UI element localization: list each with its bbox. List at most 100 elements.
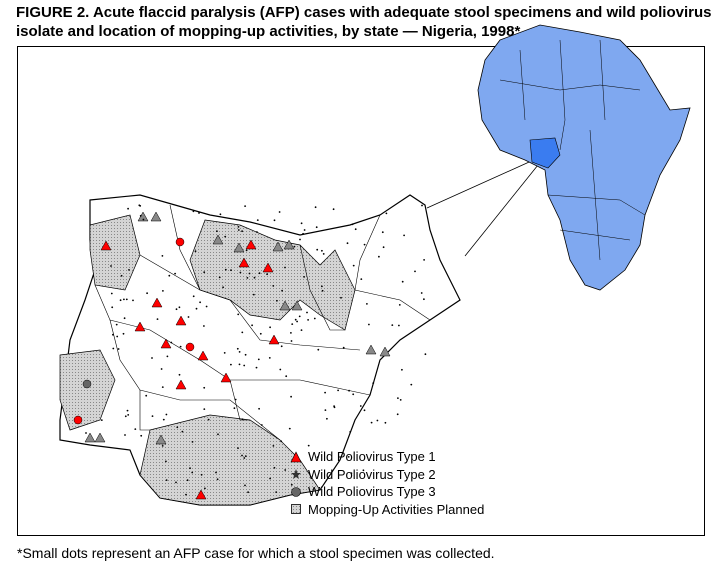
afp-case-dot [166,355,169,358]
afp-case-dot [115,323,118,326]
afp-case-dot [203,386,206,389]
afp-case-dot [273,466,276,469]
type2-marker [233,242,245,253]
afp-case-dot [376,419,379,422]
afp-case-dot [237,447,239,449]
afp-case-dot [398,304,401,306]
afp-case-dot [241,331,244,334]
afp-case-dot [321,249,323,252]
afp-case-dot [244,205,247,208]
afp-case-dot [247,491,250,494]
afp-case-dot [316,456,319,459]
afp-case-dot [423,259,425,261]
afp-case-dot [243,364,246,367]
afp-case-dot [243,457,246,459]
afp-case-dot [401,280,404,283]
afp-case-dot [290,483,293,486]
afp-case-dot [266,273,268,276]
afp-case-dot [160,368,163,370]
afp-case-dot [176,426,179,429]
afp-case-dot [322,253,325,255]
type1-marker [151,297,163,308]
afp-case-dot [134,428,137,430]
legend-label: Wild Poliovirus Type 2 [308,466,436,482]
legend-label: Mopping-Up Activities Planned [308,501,485,517]
afp-case-dot [299,238,301,241]
afp-case-dot [218,276,221,279]
afp-case-dot [244,455,247,457]
afp-case-dot [284,266,286,269]
afp-case-dot [280,440,283,443]
afp-case-dot [307,319,309,321]
afp-case-dot [414,270,416,273]
type1-marker [160,338,172,349]
afp-case-dot [420,292,423,294]
type1-marker [268,334,280,345]
afp-case-dot [186,479,189,482]
afp-case-dot [258,272,261,275]
afp-case-dot [399,399,402,401]
afp-case-dot [110,292,113,295]
afp-case-dot [123,298,125,301]
legend-label: Wild Poliovirus Type 1 [308,449,436,464]
afp-case-dot [100,419,103,421]
afp-case-dot [291,323,294,325]
afp-case-dot [272,285,275,287]
nigeria-highlight [529,137,561,169]
afp-case-dot [145,394,148,397]
afp-case-dot [200,473,203,476]
afp-case-dot [347,456,350,458]
afp-case-dot [255,366,258,369]
afp-case-dot [421,204,423,207]
afp-case-dot [363,409,366,412]
afp-case-dot [244,484,246,487]
afp-case-dot [125,298,128,301]
afp-case-dot [293,245,296,248]
afp-case-dot [384,421,387,424]
afp-case-dot [342,346,345,349]
type3-marker [82,379,92,389]
afp-case-dot [170,341,173,344]
afp-case-dot [296,320,298,323]
afp-case-dot [174,272,177,275]
afp-case-dot [302,232,304,235]
afp-case-dot [290,395,292,398]
afp-case-dot [372,382,375,384]
afp-case-dot [192,210,195,213]
type1-marker [195,489,207,500]
type1-marker [262,262,274,273]
afp-case-dot [120,274,123,277]
triangle-icon [290,451,302,463]
afp-case-dot [278,211,281,213]
afp-case-dot [326,417,328,420]
afp-case-dot [168,274,171,277]
afp-case-dot [268,357,271,359]
afp-case-dot [260,424,263,426]
afp-case-dot [396,413,399,416]
afp-case-dot [381,231,384,234]
afp-case-dot [352,264,355,267]
type2-marker [279,300,291,311]
afp-case-dot [216,230,218,233]
afp-case-dot [111,306,114,309]
afp-case-dot [142,218,145,221]
afp-case-dot [181,430,184,433]
afp-case-dot [354,228,357,231]
afp-case-dot [315,226,318,229]
afp-case-dot [234,398,237,401]
afp-case-dot [348,389,350,392]
afp-case-dot [151,415,154,417]
legend-item-mopping-up: Mopping-Up Activities Planned [290,501,484,519]
afp-case-dot [280,345,283,348]
type2-marker [155,434,167,445]
afp-case-dot [366,303,368,305]
afp-case-dot [203,408,206,410]
afp-case-dot [403,234,405,237]
afp-case-dot [237,226,240,228]
type2-marker [212,234,224,245]
afp-case-dot [237,313,240,316]
afp-case-dot [140,434,143,437]
afp-case-dot [246,277,249,279]
afp-case-dot [191,441,194,443]
afp-case-dot [127,414,130,416]
